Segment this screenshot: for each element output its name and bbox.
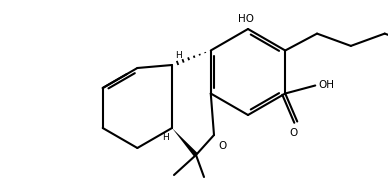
- Text: H: H: [175, 51, 182, 60]
- Polygon shape: [172, 128, 198, 157]
- Text: H: H: [162, 133, 169, 142]
- Text: O: O: [218, 141, 226, 151]
- Text: HO: HO: [238, 14, 254, 24]
- Text: O: O: [289, 129, 297, 139]
- Text: OH: OH: [318, 80, 334, 89]
